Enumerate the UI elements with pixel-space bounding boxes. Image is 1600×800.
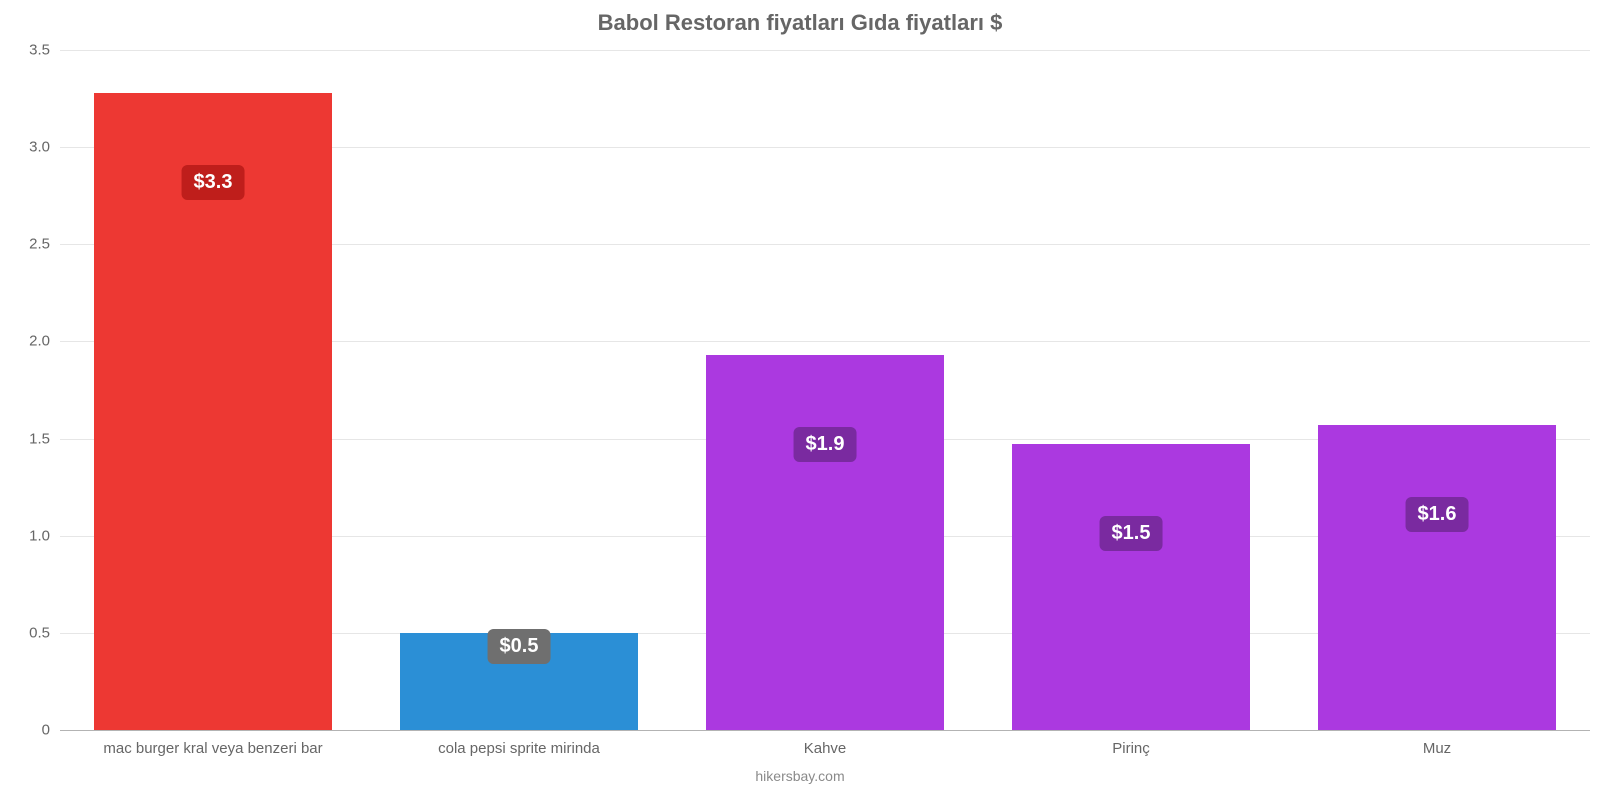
price-bar-chart: Babol Restoran fiyatları Gıda fiyatları … bbox=[0, 0, 1600, 800]
bar-slot: $3.3mac burger kral veya benzeri bar bbox=[60, 50, 366, 730]
y-tick-label: 3.5 bbox=[29, 42, 60, 59]
plot-area: 00.51.01.52.02.53.03.5 $3.3mac burger kr… bbox=[60, 50, 1590, 730]
x-tick-label: Muz bbox=[1423, 730, 1451, 757]
x-tick-label: Kahve bbox=[804, 730, 847, 757]
bar-value-label: $0.5 bbox=[488, 629, 551, 664]
x-tick-label: Pirinç bbox=[1112, 730, 1150, 757]
y-tick-label: 0.5 bbox=[29, 624, 60, 641]
bar-slot: $1.9Kahve bbox=[672, 50, 978, 730]
y-tick-label: 1.5 bbox=[29, 430, 60, 447]
x-tick-label: mac burger kral veya benzeri bar bbox=[103, 730, 322, 757]
y-tick-label: 1.0 bbox=[29, 527, 60, 544]
bar-slot: $1.6Muz bbox=[1284, 50, 1590, 730]
footer-attribution: hikersbay.com bbox=[0, 768, 1600, 784]
y-tick-label: 3.0 bbox=[29, 139, 60, 156]
bar-value-label: $1.9 bbox=[794, 427, 857, 462]
bar-value-label: $1.5 bbox=[1100, 516, 1163, 551]
bars-layer: $3.3mac burger kral veya benzeri bar$0.5… bbox=[60, 50, 1590, 730]
x-axis-baseline bbox=[60, 730, 1590, 731]
chart-title: Babol Restoran fiyatları Gıda fiyatları … bbox=[0, 10, 1600, 36]
y-tick-label: 0 bbox=[42, 722, 60, 739]
bar bbox=[1012, 444, 1251, 730]
bar bbox=[706, 355, 945, 730]
bar-value-label: $1.6 bbox=[1406, 497, 1469, 532]
y-tick-label: 2.0 bbox=[29, 333, 60, 350]
bar-value-label: $3.3 bbox=[182, 165, 245, 200]
x-tick-label: cola pepsi sprite mirinda bbox=[438, 730, 600, 757]
bar bbox=[1318, 425, 1557, 730]
bar-slot: $1.5Pirinç bbox=[978, 50, 1284, 730]
bar-slot: $0.5cola pepsi sprite mirinda bbox=[366, 50, 672, 730]
y-tick-label: 2.5 bbox=[29, 236, 60, 253]
